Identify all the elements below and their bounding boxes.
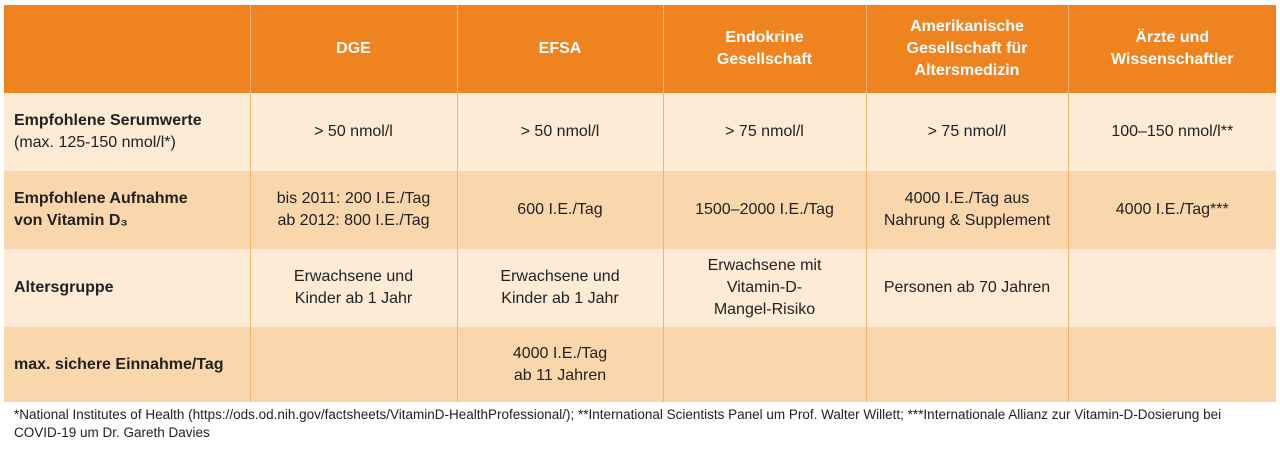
cell: bis 2011: 200 I.E./Tag ab 2012: 800 I.E./…	[249, 171, 457, 249]
header-line: Gesellschaft für	[906, 40, 1028, 57]
row-label: Empfohlene Aufnahme von Vitamin D₃	[4, 171, 250, 249]
cell	[662, 327, 866, 402]
header-corner	[4, 5, 250, 93]
cell-line: Personen ab 70 Jahren	[883, 279, 1051, 296]
cell-line: Erwachsene mit	[707, 257, 822, 274]
cell: Erwachsene mit Vitamin-D- Mangel-Risiko	[662, 249, 866, 327]
cell-line: ab 11 Jahren	[513, 366, 607, 384]
row-label: Empfohlene Serumwerte (max. 125-150 nmol/…	[4, 93, 250, 171]
table: DGE EFSA Endokrine Gesellschaft Amerikanisch…	[4, 5, 1276, 402]
label-line: Altersgruppe	[14, 279, 114, 296]
cell: > 50 nmol/l	[456, 93, 663, 171]
label-line: max. sichere Einnahme/Tag	[14, 355, 224, 373]
label-line: Empfohlene Aufnahme	[14, 190, 188, 207]
header-line: Endokrine	[725, 29, 804, 46]
header-line: EFSA	[538, 40, 582, 57]
header-cell: Amerikanische Gesellschaft für Altersmediz…	[865, 5, 1068, 93]
cell: 4000 I.E./Tag aus Nahrung & Supplement	[865, 171, 1068, 249]
cell: Personen ab 70 Jahren	[865, 249, 1068, 327]
cell-line: Erwachsene und	[500, 268, 620, 285]
cell-line: ab 2012: 800 I.E./Tag	[277, 212, 430, 229]
cell	[1067, 327, 1276, 402]
header-line: Wissenschaftler	[1110, 51, 1234, 68]
cell-line: > 75 nmol/l	[725, 123, 804, 140]
row: Empfohlene Serumwerte (max. 125-150 nmol/…	[4, 93, 1276, 171]
cell-line: Vitamin-D-	[726, 279, 803, 296]
header-cell: DGE	[249, 5, 457, 93]
footnote: *National Institutes of Health (https://…	[14, 407, 1222, 440]
cell: > 75 nmol/l	[865, 93, 1068, 171]
cell-line: > 50 nmol/l	[520, 123, 600, 140]
label-line: von Vitamin D₃	[14, 212, 128, 229]
cell	[1067, 249, 1276, 327]
cell: > 50 nmol/l	[249, 93, 457, 171]
header-line: Altersmedizin	[914, 62, 1020, 79]
cell-line: 600 I.E./Tag	[517, 201, 603, 218]
header-line: Ärzte und	[1135, 29, 1210, 46]
header-line: Amerikanische	[910, 18, 1024, 35]
cell-line: Erwachsene und	[293, 268, 414, 285]
label-line: Empfohlene Serumwerte	[14, 112, 202, 129]
row-label: max. sichere Einnahme/Tag	[4, 327, 250, 402]
cell-line: 4000 I.E./Tag aus	[904, 190, 1030, 207]
header-cell: EFSA	[456, 5, 663, 93]
header-line: Gesellschaft	[716, 51, 813, 68]
cell-line: > 75 nmol/l	[927, 123, 1007, 140]
page: DGE EFSA Endokrine Gesellschaft Amerikanisch…	[4, 5, 1276, 442]
header-line: DGE	[336, 40, 371, 57]
cell-line: 4000 I.E./Tag***	[1115, 201, 1229, 218]
row-label: Altersgruppe	[4, 249, 250, 327]
cell-line: > 50 nmol/l	[314, 123, 393, 140]
cell: Erwachsene und Kinder ab 1 Jahr	[249, 249, 457, 327]
row: Empfohlene Aufnahme von Vitamin D₃ bis 201…	[4, 171, 1276, 249]
header-row: DGE EFSA Endokrine Gesellschaft Amerikanisch…	[4, 5, 1276, 93]
cell-line: 100–150 nmol/l**	[1111, 123, 1234, 140]
cell-line: Mangel-Risiko	[713, 301, 816, 318]
cell-line: 1500–2000 I.E./Tag	[695, 201, 834, 218]
sublabel-line: (max. 125-150 nmol/l*)	[14, 134, 176, 151]
cell	[249, 327, 457, 402]
cell: 100–150 nmol/l**	[1067, 93, 1276, 171]
cell: Erwachsene und Kinder ab 1 Jahr	[456, 249, 663, 327]
row: Altersgruppe Erwachsene und Kinder ab 1 Ja…	[4, 249, 1276, 327]
cell-line: 4000 I.E./Tag	[512, 344, 608, 362]
header-cell: Ärzte und Wissenschaftler	[1067, 5, 1276, 93]
cell: 4000 I.E./Tag***	[1067, 171, 1276, 249]
cell-line: bis 2011: 200 I.E./Tag	[276, 190, 431, 207]
header-cell: Endokrine Gesellschaft	[662, 5, 866, 93]
cell: 4000 I.E./Tag ab 11 Jahren	[456, 327, 663, 402]
cell-line: Kinder ab 1 Jahr	[294, 290, 413, 307]
cell-line: Nahrung & Supplement	[883, 212, 1051, 229]
cell-line: Kinder ab 1 Jahr	[501, 290, 619, 307]
cell: 1500–2000 I.E./Tag	[662, 171, 866, 249]
row: max. sichere Einnahme/Tag 4000 I.E./Tag ab…	[4, 327, 1276, 402]
cell: > 75 nmol/l	[662, 93, 866, 171]
cell	[865, 327, 1068, 402]
cell: 600 I.E./Tag	[456, 171, 663, 249]
